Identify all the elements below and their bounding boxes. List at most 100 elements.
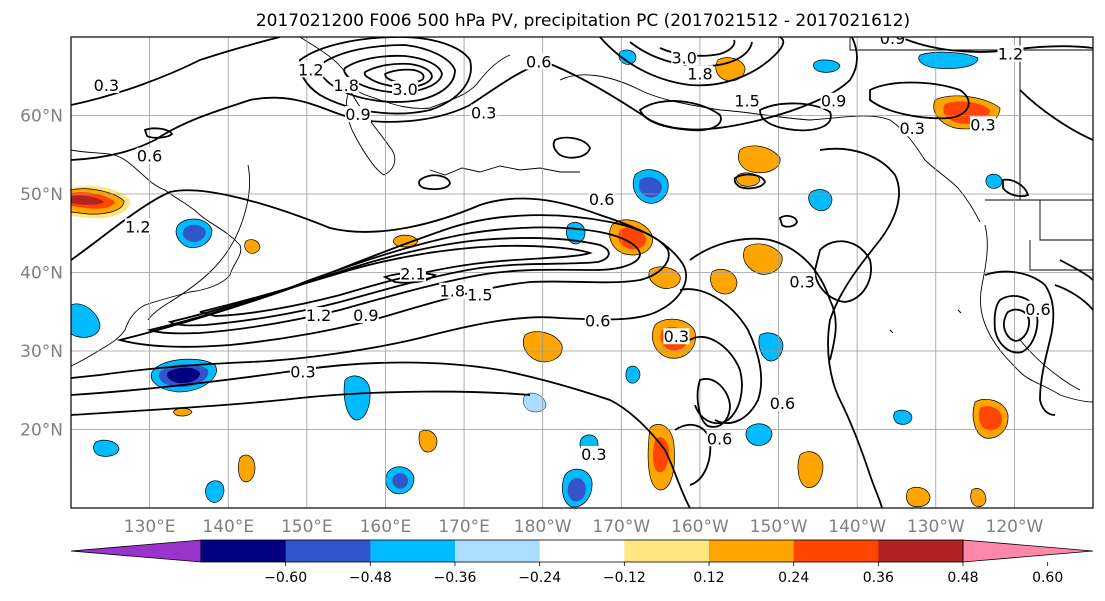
contour-label: 0.9 xyxy=(880,29,905,48)
contour-label: 3.0 xyxy=(392,80,417,99)
contour-label-background xyxy=(399,265,426,282)
pv-contour xyxy=(819,147,900,508)
colorbar-tick-label: −0.12 xyxy=(603,570,646,586)
colorbar-tick-label: −0.48 xyxy=(349,570,392,586)
contour-label-background xyxy=(93,77,120,94)
figure-title: 2017021200 F006 500 hPa PV, precipitatio… xyxy=(256,11,910,31)
contour-label-background xyxy=(344,106,371,123)
contour-label: 2.1 xyxy=(400,264,425,283)
pv-contour xyxy=(71,189,687,379)
latitude-tick-label: 40°N xyxy=(20,264,63,284)
precip-negative-patch xyxy=(758,332,784,362)
pv-contour xyxy=(71,37,281,106)
longitude-ticks: 130°E 140°E 150°E 160°E 170°E 180°W 170°W 160°W… xyxy=(124,517,1044,537)
pv-contour xyxy=(638,100,722,132)
colorbar-extend-high xyxy=(962,539,1094,563)
colorbar-swatch xyxy=(285,540,371,562)
contour-label-background xyxy=(663,328,690,345)
pv-contour xyxy=(689,237,837,361)
precip-positive-patch xyxy=(978,406,1003,431)
contour-label-background xyxy=(1024,300,1051,317)
precip-negative-patch xyxy=(167,367,200,384)
aleutian-islands xyxy=(429,165,580,176)
precip-negative-patch xyxy=(893,409,913,425)
contour-label-background xyxy=(124,218,151,235)
contour-label-background xyxy=(789,273,816,290)
contour-label: 0.3 xyxy=(970,115,995,134)
contour-label: 0.3 xyxy=(789,272,814,291)
pv-contour xyxy=(1002,178,1030,198)
contour-label: 1.2 xyxy=(306,306,331,325)
pv-contour xyxy=(689,335,743,425)
colorbar-swatch xyxy=(201,540,287,562)
pv-contour-labels: 0.31.21.8 3.00.90.60.33.01.81.5 0.90.91.20… xyxy=(93,29,1051,464)
precip-negative-patch xyxy=(808,189,833,212)
contour-label-background xyxy=(289,363,316,380)
contour-label-background xyxy=(305,307,332,324)
pv-contour xyxy=(71,61,546,161)
pv-contour xyxy=(696,378,731,428)
contour-label-background xyxy=(392,80,419,97)
contour-label: 0.6 xyxy=(1025,300,1050,319)
contour-label-background xyxy=(769,394,796,411)
pv-contour xyxy=(199,244,593,317)
contour-label: 1.5 xyxy=(467,286,492,305)
precip-negative-patch xyxy=(205,480,225,503)
map-panel: 0.31.21.8 3.00.90.60.33.01.81.5 0.90.91.20… xyxy=(20,29,1094,537)
pv-contour xyxy=(143,127,174,139)
colorbar-swatch xyxy=(624,540,710,562)
pv-contour xyxy=(418,174,451,191)
colorbar-tick-label: 0.24 xyxy=(778,570,809,586)
pv-contour xyxy=(869,81,970,120)
pv-contour xyxy=(599,37,785,87)
precip-negative-patch xyxy=(985,173,1003,189)
precip-positive-patch xyxy=(618,227,647,250)
longitude-tick-label: 170°E xyxy=(438,517,490,537)
precip-positive-patch xyxy=(906,487,931,508)
contour-label: 0.6 xyxy=(526,52,551,71)
colorbar-swatch xyxy=(539,540,625,562)
contour-label-background xyxy=(584,312,611,329)
pv-contour xyxy=(167,237,610,327)
precip-negative-patch xyxy=(625,365,641,384)
contour-label-background xyxy=(899,120,926,137)
colorbar-extend-low xyxy=(70,539,202,563)
contour-label: 0.3 xyxy=(290,363,315,382)
precip-positive-patch xyxy=(173,407,193,417)
contour-label: 0.9 xyxy=(821,92,846,111)
precip-positive-patch xyxy=(970,488,987,507)
precip-negative-patch xyxy=(918,51,979,69)
contour-label: 0.6 xyxy=(137,147,162,166)
longitude-tick-label: 130°E xyxy=(124,517,176,537)
contour-label-background xyxy=(686,65,713,82)
pv-contour xyxy=(679,288,763,424)
longitude-tick-label: 170°W xyxy=(592,517,650,537)
colorbar-swatch xyxy=(370,540,456,562)
contour-label-background xyxy=(734,92,761,109)
contour-label-background xyxy=(580,445,607,462)
contour-label-background xyxy=(439,282,466,299)
precip-negative-patch xyxy=(182,224,206,242)
contour-label: 0.6 xyxy=(589,190,614,209)
colorbar-tick-label: −0.36 xyxy=(434,570,477,586)
precip-positive-patch xyxy=(71,195,104,205)
contour-label-background xyxy=(588,190,615,207)
pv-contour xyxy=(1054,284,1093,311)
contour-label-background xyxy=(879,37,906,46)
contour-label-background xyxy=(297,61,324,78)
pv-contour xyxy=(1019,89,1093,141)
precip-positive-patch xyxy=(418,429,438,453)
contour-label: 0.6 xyxy=(707,429,732,448)
contour-label: 1.8 xyxy=(440,282,465,301)
contour-label: 1.2 xyxy=(298,60,323,79)
contour-label: 0.9 xyxy=(345,105,370,124)
contour-label: 0.9 xyxy=(353,306,378,325)
contour-label-background xyxy=(525,53,552,70)
colorbar-frame xyxy=(200,539,964,563)
latitude-tick-label: 60°N xyxy=(20,107,63,127)
precip-negative-patch xyxy=(567,478,586,502)
pv-contour xyxy=(544,37,858,131)
latitude-tick-label: 30°N xyxy=(20,342,63,362)
pv-contour xyxy=(993,295,1039,354)
precip-negative-patch xyxy=(343,375,371,421)
